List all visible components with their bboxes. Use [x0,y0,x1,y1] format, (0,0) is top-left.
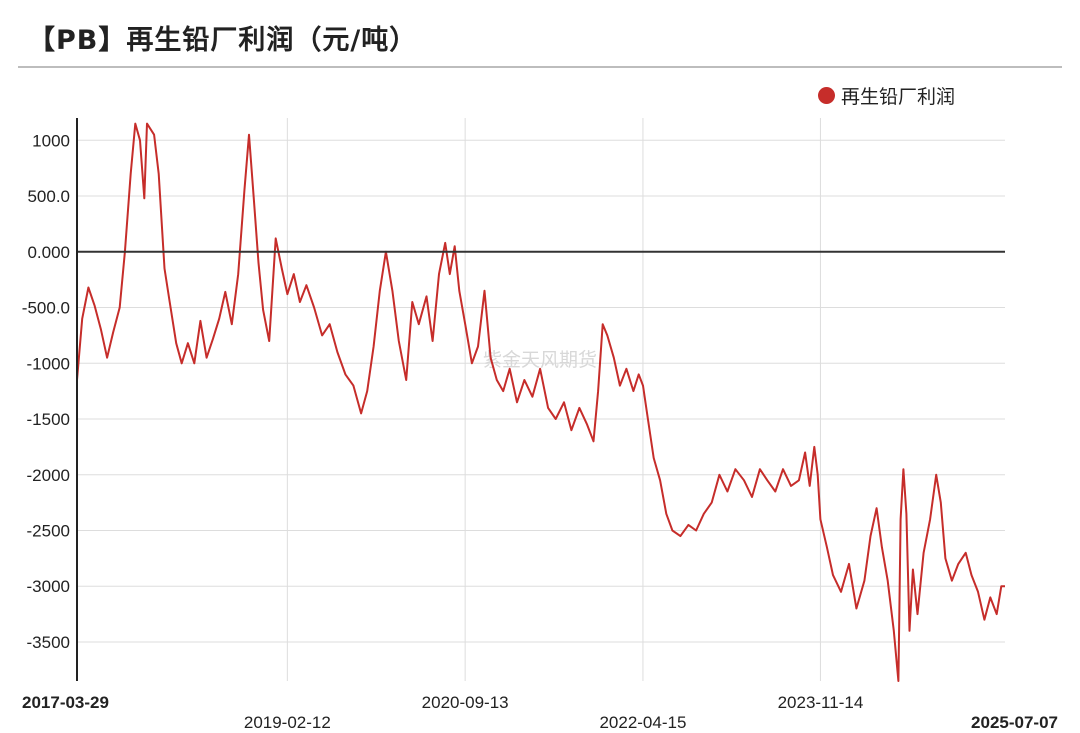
y-tick-label: 0.000 [27,243,70,262]
legend-marker-icon [818,87,835,104]
y-tick-label: 500.0 [27,187,70,206]
series-group [76,122,1005,682]
x-tick-label: 2017-03-29 [22,693,109,712]
series-line [76,122,1005,682]
x-axis-ticks: 2017-03-29 2019-02-12 2020-09-13 2022-04-15… [22,693,1058,732]
legend-label: 再生铅厂利润 [841,86,956,108]
title-divider [18,66,1062,68]
y-tick-label: 1000 [32,131,70,150]
watermark: 紫金天风期货 [483,349,597,371]
x-tick-label: 2025-07-07 [971,713,1058,732]
x-tick-label: 2023-11-14 [778,693,864,712]
y-tick-label: -3000 [27,577,70,596]
y-tick-label: -2000 [27,466,70,485]
x-tick-label: 2022-04-15 [599,713,686,732]
y-tick-label: -3500 [27,633,70,652]
y-axis-ticks: 1000 500.0 0.000 -500.0 -1000 -1500 -2000 -2500… [22,131,70,652]
chart-title: 【PB】再生铅厂利润（元/吨） [28,25,418,56]
x-tick-label: 2019-02-12 [244,713,331,732]
y-tick-label: -500.0 [22,299,70,318]
legend[interactable]: 再生铅厂利润 [818,82,955,109]
y-tick-label: -1000 [27,354,70,373]
grid-lines [77,118,1005,681]
axes [76,118,1005,681]
y-tick-label: -2500 [27,521,70,540]
x-tick-label: 2020-09-13 [422,693,509,712]
y-tick-label: -1500 [27,410,70,429]
